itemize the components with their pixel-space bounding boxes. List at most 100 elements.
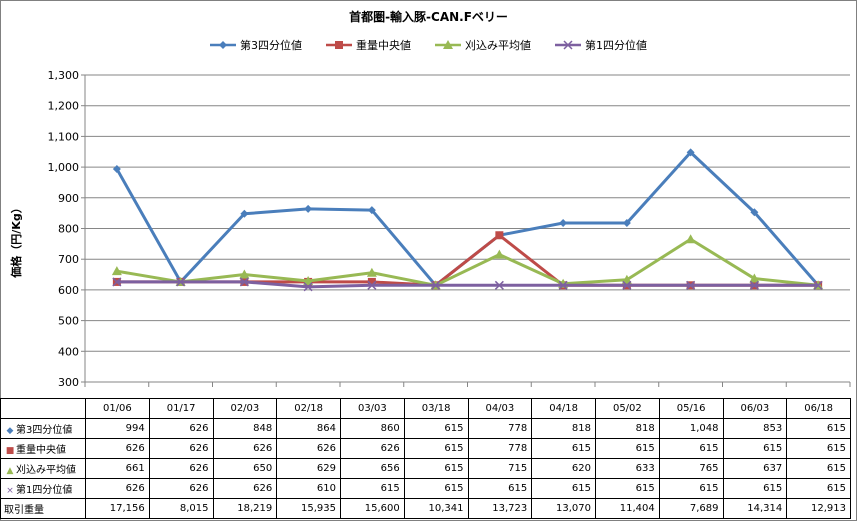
data-point — [112, 164, 121, 173]
legend-swatch — [555, 40, 581, 50]
data-label: 615 — [658, 478, 724, 499]
data-label: 615 — [786, 458, 851, 479]
x-tick-label: 01/06 — [85, 398, 150, 419]
y-tick-label: 1,000 — [48, 161, 80, 174]
data-label: 1,048 — [658, 418, 724, 439]
data-point — [622, 280, 632, 290]
data-label: 15,935 — [276, 498, 341, 519]
data-label: 615 — [467, 478, 533, 499]
data-label: 661 — [85, 458, 150, 479]
data-label: 848 — [212, 418, 278, 439]
data-point — [111, 266, 122, 276]
data-label: 615 — [786, 478, 851, 499]
legend-item: 重量中央値 — [326, 37, 411, 53]
row-label: ◆ 第3四分位値 — [0, 418, 86, 439]
data-table: 01/06 01/17 02/03 02/18 03/03 03/18 04/03 04/18… — [0, 398, 851, 519]
data-label: 864 — [276, 418, 341, 439]
chart-title: 首都圏-輸入豚-CAN.Fベリー — [349, 10, 508, 24]
data-point — [749, 273, 760, 283]
data-label: 15,600 — [340, 498, 405, 519]
legend-label: 第1四分位値 — [585, 39, 647, 52]
data-label: 18,219 — [212, 498, 278, 519]
legend-item: 刈込み平均値 — [435, 37, 531, 53]
data-label: 615 — [403, 478, 469, 499]
y-tick-label: 1,200 — [48, 100, 80, 113]
data-label: 615 — [786, 438, 851, 459]
data-label: 626 — [148, 478, 214, 499]
data-point — [176, 277, 186, 287]
data-label: 633 — [595, 458, 660, 479]
x-tick-label: 05/16 — [658, 398, 724, 419]
data-label: 994 — [85, 418, 150, 439]
data-label: 765 — [658, 458, 724, 479]
data-point — [239, 269, 250, 279]
table-row: ■ 重量中央値 626 626 626 626 626 615 778 615 615 615 615 6… — [0, 438, 851, 459]
data-label: 626 — [212, 438, 278, 459]
data-label: 615 — [595, 478, 660, 499]
row-label: × 第1四分位値 — [0, 478, 86, 499]
series-line-3 — [116, 237, 819, 287]
data-label: 14,314 — [722, 498, 788, 519]
y-tick-label: 400 — [58, 345, 79, 358]
x-tick-label: 06/18 — [786, 398, 851, 419]
data-point — [622, 218, 631, 227]
plot-area: 300 400 500 600 700 800 900 1,000 1,100 1,200 1,30… — [48, 69, 851, 389]
row-label-text: 第3四分位値 — [16, 425, 73, 436]
x-tick-label: 03/03 — [340, 398, 405, 419]
data-point — [431, 280, 441, 290]
data-label: 615 — [531, 478, 596, 499]
data-point — [621, 274, 632, 284]
table-corner — [0, 398, 86, 419]
legend-label: 第3四分位値 — [240, 39, 302, 52]
data-point — [558, 280, 568, 290]
row-label-text: 刈込み平均値 — [16, 465, 76, 476]
data-label: 615 — [595, 438, 660, 459]
data-label: 615 — [340, 478, 405, 499]
data-point — [303, 282, 313, 292]
data-label: 818 — [531, 418, 596, 439]
data-label: 656 — [340, 458, 405, 479]
data-label: 620 — [531, 458, 596, 479]
legend-label: 重量中央値 — [356, 39, 411, 52]
data-label: 626 — [148, 438, 214, 459]
data-label: 11,404 — [595, 498, 660, 519]
x-tick-label: 04/03 — [467, 398, 533, 419]
data-point — [112, 277, 122, 287]
data-label: 13,070 — [531, 498, 596, 519]
data-point — [749, 280, 759, 290]
data-point — [750, 208, 759, 217]
data-label: 626 — [85, 478, 150, 499]
x-tick-label: 05/02 — [595, 398, 660, 419]
y-tick-label: 500 — [58, 315, 79, 328]
row-marker-icon: ■ — [5, 446, 15, 456]
data-label: 13,723 — [467, 498, 533, 519]
data-point — [367, 280, 377, 290]
legend-swatch — [435, 40, 461, 49]
table-row: 取引重量 17,156 8,015 18,219 15,935 15,600 10,341 1… — [0, 498, 851, 519]
y-tick-label: 800 — [58, 223, 79, 236]
table-row: × 第1四分位値 626 626 626 610 615 615 615 615 615 615 615… — [0, 478, 851, 499]
data-label: 626 — [276, 438, 341, 459]
data-point — [240, 209, 249, 218]
data-label: 715 — [467, 458, 533, 479]
data-label: 615 — [722, 438, 788, 459]
y-tick-label: 600 — [58, 284, 79, 297]
x-tick-label: 02/18 — [276, 398, 341, 419]
data-label: 626 — [148, 418, 214, 439]
x-tick-label: 02/03 — [212, 398, 278, 419]
data-label: 615 — [722, 478, 788, 499]
data-point — [239, 277, 249, 287]
data-label: 615 — [786, 418, 851, 439]
data-label: 615 — [403, 418, 469, 439]
row-label: ▲ 刈込み平均値 — [0, 458, 86, 479]
y-tick-label: 700 — [58, 253, 79, 266]
row-marker-icon: ◆ — [6, 426, 14, 436]
data-point — [367, 206, 376, 215]
row-label: 取引重量 — [0, 498, 86, 519]
data-point — [303, 275, 314, 285]
data-label: 626 — [148, 458, 214, 479]
data-label: 626 — [85, 438, 150, 459]
data-point — [686, 280, 696, 290]
legend-item: 第1四分位値 — [555, 37, 647, 53]
row-label: ■ 重量中央値 — [0, 438, 86, 459]
